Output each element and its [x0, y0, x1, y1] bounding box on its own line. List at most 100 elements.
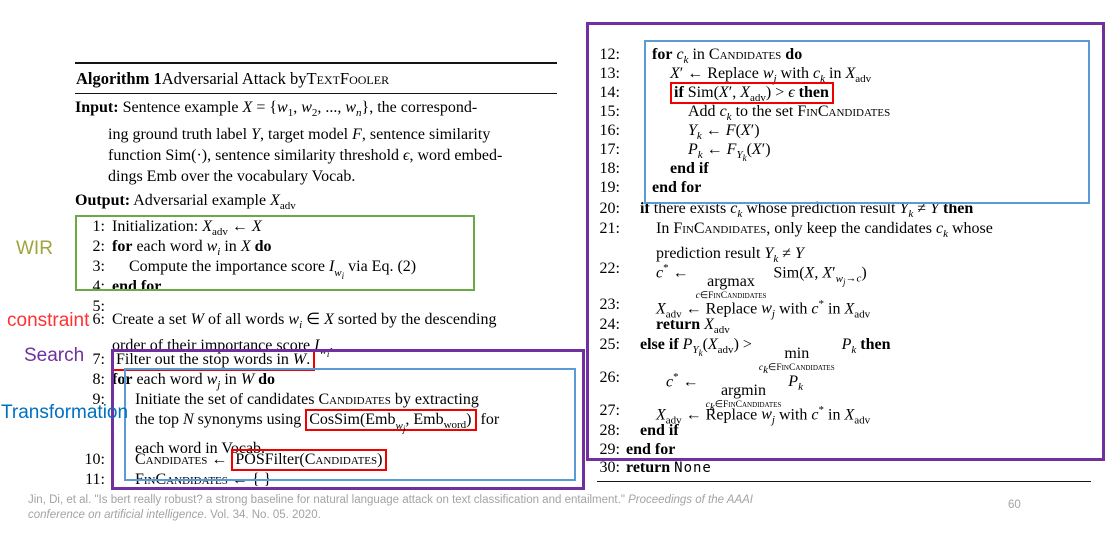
algo-line-26: 26: c* ← argmin ck∈FinCandidates Pk	[593, 368, 1098, 414]
algo-line-12: 12: for ck in Candidates do	[593, 45, 1098, 67]
line-content: Yk ← F(X′)	[688, 122, 760, 143]
line-number: 11:	[85, 471, 105, 489]
line-number: 14:	[599, 84, 620, 101]
algo-line-19: 19: end for	[593, 178, 1098, 199]
algo-line-11: 11: FinCandidates ← { }	[75, 470, 557, 490]
line-content: Initialization: Xadv ← X	[112, 218, 262, 239]
line-content: Create a set W of all words wi ∈ X sorte…	[112, 311, 497, 359]
line-number: 12:	[599, 46, 620, 63]
label-wir: WIR	[16, 238, 53, 259]
page-number: 60	[1008, 499, 1021, 511]
algo-line-30: 30: return None	[593, 458, 1098, 480]
line-number: 10:	[84, 451, 105, 469]
line-number: 29:	[599, 441, 620, 458]
line-number: 18:	[599, 160, 620, 177]
algo-line-6: 6: Create a set W of all words wi ∈ X so…	[75, 310, 557, 359]
algo-line-21: 21: In FinCandidates, only keep the cand…	[593, 219, 1098, 266]
line-number: 19:	[599, 179, 620, 196]
algo-line-15: 15: Add ck to the set FinCandidates	[593, 102, 1098, 124]
line-number: 8:	[92, 371, 105, 389]
line-number: 4:	[92, 278, 105, 296]
algo-line-9: 9: Initiate the set of candidates Candid…	[75, 390, 557, 457]
line-content: In FinCandidates, only keep the candidat…	[656, 220, 993, 266]
line-content: end if	[670, 160, 709, 177]
line-content: X′ ← Replace wj with ck in Xadv	[670, 65, 872, 86]
line-number: 22:	[599, 260, 620, 277]
algo-line-28: 28: end if	[593, 421, 1098, 440]
line-content: Xadv ← Replace wj with c* in Xadv	[656, 298, 871, 321]
line-content: Add ck to the set FinCandidates	[688, 103, 891, 124]
algo-line-14: 14: if Sim(X′, Xadv) > ϵ then	[593, 82, 1098, 104]
line-content: Initiate the set of candidates Candidate…	[135, 391, 500, 457]
line-content: end if	[640, 422, 679, 439]
algo-line-27: 27: Xadv ← Replace wj with c* in Xadv	[593, 401, 1098, 427]
citation: Jin, Di, et al. "Is bert really robust? …	[28, 494, 753, 521]
line-number: 23:	[599, 296, 620, 313]
algo-line-1: 1: Initialization: Xadv ← X	[75, 217, 557, 239]
algo-line-10: 10: Candidates ← POSFilter(Candidates)	[75, 449, 557, 472]
line-number: 25:	[599, 336, 620, 353]
line-number: 20:	[599, 200, 620, 217]
line-number: 24:	[599, 316, 620, 333]
algorithm-figure-right: 12: for ck in Candidates do 13: X′ ← Rep…	[593, 45, 1098, 480]
algo-line-29: 29: end for	[593, 440, 1098, 458]
algo-line-3: 3: Compute the importance score Iwi via …	[75, 257, 557, 281]
line-content: if Sim(X′, Xadv) > ϵ then	[626, 82, 1098, 104]
line-number: 9:	[92, 391, 105, 409]
line-number: 3:	[92, 258, 105, 276]
line-number: 7:	[92, 351, 105, 369]
line-number: 26:	[599, 369, 620, 386]
algo-line-18: 18: end if	[593, 159, 1098, 178]
line-content: c* ← argmax c∈FinCandidates Sim(X, X′wj→c…	[656, 262, 867, 302]
line-number: 6:	[92, 311, 105, 329]
line-content: for each word wi in X do	[112, 238, 272, 259]
algorithm-title: Algorithm 1 Adversarial Attack by TextFo…	[76, 68, 390, 88]
line-content: end for	[626, 441, 676, 458]
algo-line-4: 4: end for	[75, 277, 557, 297]
algo-line-16: 16: Yk ← F(X′)	[593, 121, 1098, 143]
algo-line-7: 7: Filter out the stop words in W.	[75, 349, 557, 372]
line-content: if there exists ck whose prediction resu…	[640, 200, 974, 221]
algo-line-25: 25: else if PYk(Xadv) > min ck∈FinCandida…	[593, 335, 1098, 376]
line-content: for ck in Candidates do	[652, 46, 803, 67]
line-content: for each word wj in W do	[112, 371, 276, 392]
line-content: end for	[652, 179, 702, 196]
line-content: else if PYk(Xadv) > min ck∈FinCandidates …	[640, 336, 891, 376]
algo-line-24: 24: return Xadv	[593, 315, 1098, 337]
line-number: 2:	[92, 238, 105, 256]
line-content: FinCandidates ← { }	[135, 471, 272, 489]
algorithm-figure-left: Algorithm 1 Adversarial Attack by TextFo…	[75, 55, 557, 490]
line-number: 21:	[599, 220, 620, 237]
line-content: Compute the importance score Iwi via Eq.…	[129, 258, 417, 281]
line-number: 27:	[599, 402, 620, 419]
label-constraint: constraint	[7, 310, 90, 331]
line-content: end for	[112, 278, 162, 296]
algo-line-17: 17: Pk ← FYk(X′)	[593, 140, 1098, 164]
top-rule	[75, 62, 557, 64]
line-content: Pk ← FYk(X′)	[688, 141, 771, 164]
bottom-rule	[597, 481, 1091, 482]
output-spec: Output: Adversarial example Xadv	[75, 192, 296, 213]
algo-line-13: 13: X′ ← Replace wj with ck in Xadv	[593, 64, 1098, 86]
line-number: 1:	[92, 218, 105, 236]
line-content: return Xadv	[656, 316, 730, 337]
algo-line-20: 20: if there exists ck whose prediction …	[593, 199, 1098, 221]
algo-line-5: 5:	[75, 297, 557, 316]
line-content	[112, 297, 557, 310]
line-number: 17:	[599, 141, 620, 158]
line-content: return None	[626, 459, 712, 476]
line-number: 16:	[599, 122, 620, 139]
line-number: 13:	[599, 65, 620, 82]
line-content: Xadv ← Replace wj with c* in Xadv	[656, 404, 871, 427]
line-content: c* ← argmin ck∈FinCandidates Pk	[666, 371, 803, 414]
line-number: 28:	[599, 422, 620, 439]
line-number: 30:	[599, 459, 620, 476]
title-rule	[75, 93, 557, 94]
algo-line-23: 23: Xadv ← Replace wj with c* in Xadv	[593, 295, 1098, 321]
line-number: 5:	[92, 298, 105, 316]
algo-line-2: 2: for each word wi in X do	[75, 237, 557, 259]
input-spec: Input: Sentence example X = {w1, w2, ...…	[75, 99, 503, 186]
line-content: Candidates ← POSFilter(Candidates)	[112, 449, 557, 472]
line-number: 15:	[599, 103, 620, 120]
label-search: Search	[24, 345, 85, 366]
